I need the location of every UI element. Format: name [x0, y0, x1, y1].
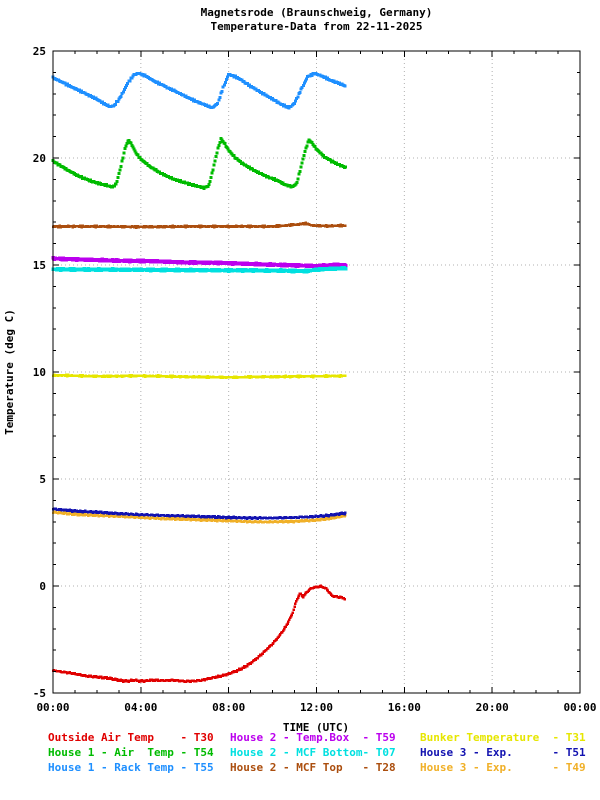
y-tick-label: 25	[33, 45, 46, 58]
legend-entry-T31: Bunker Temperature - T31	[420, 731, 586, 744]
y-tick-label: 0	[39, 580, 46, 593]
series-T59	[51, 256, 348, 269]
legend-entry-T49: House 3 - Exp. - T49	[420, 761, 586, 774]
series-T54	[51, 136, 347, 190]
legend-entry-T55: House 1 - Rack Temp - T55	[48, 761, 214, 774]
series-T55	[51, 71, 347, 110]
series-T28	[51, 221, 347, 229]
x-tick-label: 04:00	[124, 701, 157, 714]
x-tick-label: 20:00	[476, 701, 509, 714]
legend-entry-T07: House 2 - MCF Bottom- T07	[230, 746, 396, 759]
x-tick-label: 16:00	[388, 701, 421, 714]
chart-title: Magnetsrode (Braunschweig, Germany) Temp…	[53, 6, 580, 34]
series-T51	[51, 507, 347, 520]
y-tick-label: 15	[33, 259, 46, 272]
legend-entry-T30: Outside Air Temp - T30	[48, 731, 214, 744]
series-T07	[51, 265, 348, 274]
y-tick-label: 5	[39, 473, 46, 486]
plot-frame	[52, 50, 581, 694]
data-points	[51, 71, 348, 683]
series-T30	[51, 584, 346, 683]
x-tick-label: 00:00	[563, 701, 596, 714]
x-tick-label: 00:00	[36, 701, 69, 714]
tick-labels: 00:00 04:00 08:00 12:00 16:00 20:00 00:00 25 20 1…	[33, 45, 597, 714]
y-tick-label: -5	[33, 687, 46, 700]
y-axis-label: Temperature (deg C)	[3, 309, 16, 435]
y-tick-label: 20	[33, 152, 46, 165]
legend-entry-T51: House 3 - Exp. - T51	[420, 746, 586, 759]
legend-entry-T59: House 2 - Temp.Box - T59	[230, 731, 396, 744]
chart-title-line2: Temperature-Data from 22-11-2025	[210, 20, 423, 33]
y-tick-label: 10	[33, 366, 46, 379]
series-T49	[51, 510, 347, 524]
series-T31	[51, 373, 347, 380]
x-axis-label: TIME (UTC)	[283, 721, 349, 734]
legend-entry-T28: House 2 - MCF Top - T28	[230, 761, 396, 774]
legend-entry-T54: House 1 - Air Temp - T54	[48, 746, 214, 759]
x-tick-label: 12:00	[300, 701, 333, 714]
chart-title-line1: Magnetsrode (Braunschweig, Germany)	[200, 6, 433, 19]
x-tick-label: 08:00	[212, 701, 245, 714]
